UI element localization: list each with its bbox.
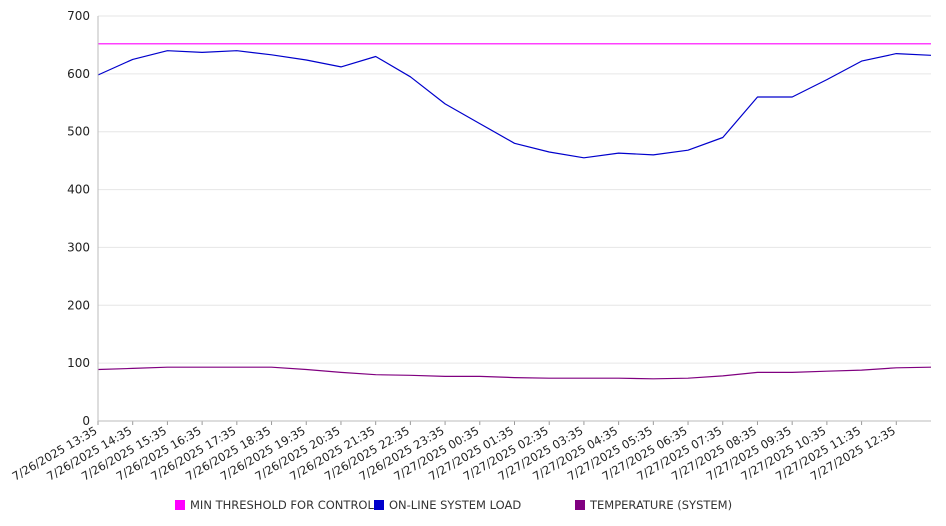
series-line-2 — [97, 366, 932, 380]
y-axis-ticks: 0 100 200 300 400 500 600 700 — [67, 9, 90, 428]
y-tick-label: 300 — [67, 240, 90, 254]
y-tick-label: 600 — [67, 67, 90, 81]
gridlines — [98, 15, 931, 364]
y-tick-label: 500 — [67, 125, 90, 139]
y-tick-label: 200 — [67, 298, 90, 312]
y-tick-label: 400 — [67, 183, 90, 197]
legend-item-min-threshold: MIN THRESHOLD FOR CONTROL — [175, 498, 374, 512]
legend-label-system-load: ON-LINE SYSTEM LOAD — [389, 498, 522, 512]
y-tick-label: 100 — [67, 356, 90, 370]
legend-item-system-load: ON-LINE SYSTEM LOAD — [374, 498, 521, 512]
legend-swatch-min-threshold — [175, 500, 185, 510]
legend-label-min-threshold: MIN THRESHOLD FOR CONTROL — [190, 498, 374, 512]
series-lines — [97, 43, 932, 380]
y-tick-label: 0 — [82, 414, 90, 428]
legend-swatch-system-load — [374, 500, 384, 510]
y-tick-label: 700 — [67, 9, 90, 23]
legend: MIN THRESHOLD FOR CONTROL ON-LINE SYSTEM… — [0, 498, 946, 516]
axes — [97, 16, 931, 422]
x-axis-ticks: 7/26/2025 13:357/26/2025 14:357/26/2025 … — [10, 421, 898, 483]
legend-swatch-temperature — [575, 500, 585, 510]
series-line-1 — [97, 50, 932, 159]
legend-label-temperature: TEMPERATURE (SYSTEM) — [590, 498, 733, 512]
legend-item-temperature: TEMPERATURE (SYSTEM) — [575, 498, 732, 512]
